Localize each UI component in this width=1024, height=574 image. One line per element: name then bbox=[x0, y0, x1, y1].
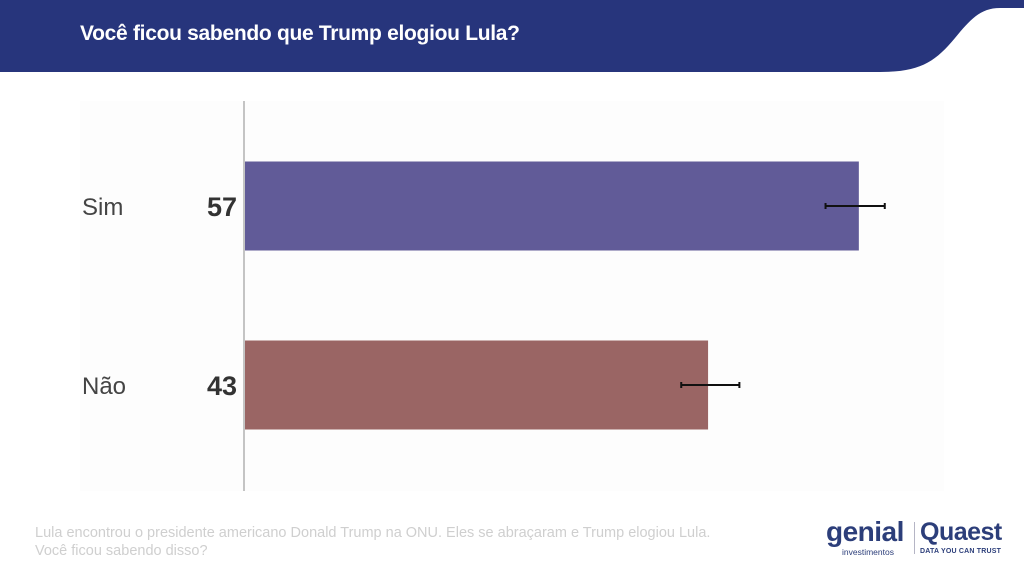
logo-divider bbox=[914, 522, 915, 554]
category-label: Não bbox=[82, 373, 126, 400]
bar-chart: Sim 57 Não 43 bbox=[82, 101, 886, 491]
bar-sim bbox=[245, 161, 859, 251]
value-label: 43 bbox=[207, 371, 237, 401]
category-label: Sim bbox=[82, 194, 123, 221]
error-bar bbox=[680, 382, 741, 388]
header-banner: Você ficou sabendo que Trump elogiou Lul… bbox=[0, 0, 1024, 74]
header-background bbox=[0, 0, 1024, 72]
question-line-1: Lula encontrou o presidente americano Do… bbox=[35, 525, 711, 541]
genial-logo-subtitle: investimentos bbox=[842, 547, 894, 557]
question-line-2: Você ficou sabendo disso? bbox=[35, 543, 208, 559]
quaest-logo-tagline: DATA YOU CAN TRUST bbox=[920, 548, 1002, 555]
logos: genial investimentos Quaest DATA YOU CAN… bbox=[826, 516, 1002, 562]
quaest-logo: Quaest DATA YOU CAN TRUST bbox=[920, 518, 1002, 555]
value-label: 57 bbox=[207, 192, 237, 222]
survey-question-text: Lula encontrou o presidente americano Do… bbox=[35, 524, 795, 560]
bar-não bbox=[245, 340, 709, 430]
chart-panel: Sim 57 Não 43 bbox=[80, 101, 944, 491]
genial-logo-word: genial bbox=[826, 516, 904, 547]
genial-logo: genial investimentos bbox=[826, 516, 904, 558]
page-title: Você ficou sabendo que Trump elogiou Lul… bbox=[80, 22, 520, 45]
quaest-logo-word: Quaest bbox=[920, 518, 1002, 546]
error-bar bbox=[824, 203, 886, 209]
